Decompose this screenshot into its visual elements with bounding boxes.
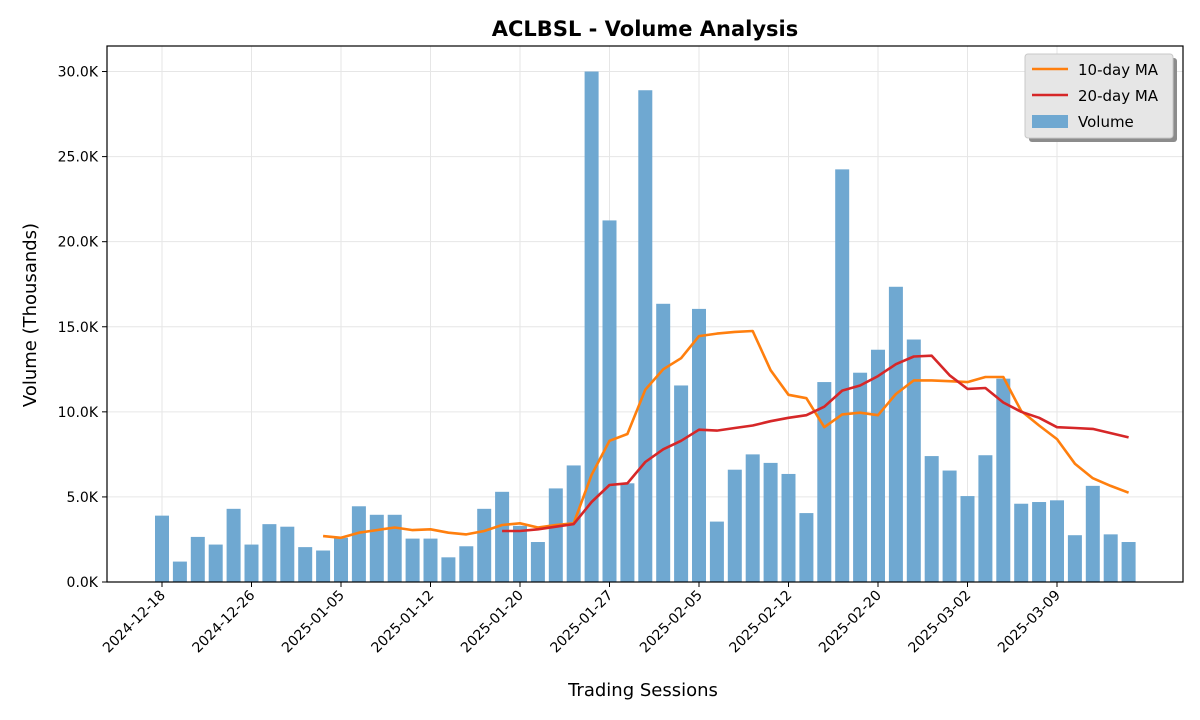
volume-bar (155, 515, 169, 582)
volume-bar (459, 546, 474, 582)
volume-bar (888, 286, 903, 582)
volume-bar (423, 538, 438, 582)
volume-bar (656, 303, 671, 582)
volume-bar (244, 544, 259, 582)
volume-bar (280, 526, 295, 582)
volume-bar (674, 385, 689, 582)
volume-bar (1085, 485, 1100, 582)
volume-bar (1032, 502, 1047, 582)
volume-bar (692, 308, 706, 582)
volume-bar (871, 349, 885, 582)
volume-bar (745, 454, 760, 582)
volume-bar (513, 525, 527, 582)
volume-bar (942, 470, 957, 582)
y-tick-label: 30.0K (58, 65, 99, 81)
volume-bar (208, 544, 223, 582)
volume-bar (530, 542, 545, 582)
volume-bar (1121, 542, 1136, 582)
moving-average-lines (322, 329, 1130, 540)
volume-bar (996, 378, 1011, 582)
volume-bar (226, 508, 241, 582)
legend-label-20day: 20-day MA (1078, 87, 1159, 105)
volume-bar (262, 524, 277, 582)
volume-bar (1067, 535, 1082, 582)
legend: 10-day MA 20-day MA Volume (1024, 53, 1177, 142)
volume-bar (620, 483, 635, 582)
ma20-line (502, 354, 1129, 533)
y-axis: 0.0K 5.0K 10.0K 15.0K 20.0K 25.0K 30.0K (58, 65, 107, 591)
volume-bar (835, 169, 850, 582)
volume-bar (495, 491, 510, 582)
volume-bar (960, 496, 975, 582)
y-tick-label: 25.0K (58, 150, 99, 166)
volume-bar (817, 382, 832, 582)
legend-label-10day: 10-day MA (1078, 61, 1159, 79)
y-tick-label: 10.0K (58, 405, 99, 421)
volume-bar (799, 513, 814, 582)
volume-bar (584, 71, 599, 583)
ma10-line (322, 329, 1130, 540)
volume-bar (709, 521, 724, 582)
volume-bar (781, 473, 796, 582)
volume-bar (548, 488, 563, 582)
volume-bar (853, 372, 868, 582)
volume-bar (351, 506, 366, 582)
volume-bar (727, 469, 742, 582)
volume-bar (298, 547, 313, 582)
y-tick-label: 0.0K (67, 575, 99, 591)
y-tick-label: 20.0K (58, 235, 99, 251)
volume-bar (334, 537, 348, 582)
volume-bar (477, 508, 492, 582)
volume-bar (763, 462, 778, 582)
volume-bar (387, 514, 402, 582)
volume-bar (638, 90, 653, 582)
y-tick-label: 15.0K (58, 320, 99, 336)
volume-bar (1014, 503, 1029, 582)
x-axis-title: Trading Sessions (567, 680, 718, 701)
volume-bars (155, 71, 1136, 583)
volume-bar (172, 561, 187, 582)
volume-bar (316, 550, 331, 582)
volume-bar (1050, 500, 1064, 582)
volume-bar (405, 538, 420, 582)
volume-bar (906, 339, 921, 582)
legend-swatch-volume (1032, 115, 1068, 128)
chart-title: ACLBSL - Volume Analysis (492, 17, 798, 41)
y-tick-label: 5.0K (67, 490, 99, 506)
y-axis-title: Volume (Thousands) (20, 223, 41, 407)
volume-bar (978, 455, 993, 582)
volume-bar (1103, 534, 1118, 582)
volume-bar (369, 514, 384, 582)
volume-bar (602, 220, 617, 582)
volume-bar (190, 536, 205, 582)
plot-frame (106, 45, 1184, 583)
volume-bar (441, 557, 456, 582)
legend-label-volume: Volume (1078, 113, 1134, 131)
volume-bar (924, 456, 939, 582)
